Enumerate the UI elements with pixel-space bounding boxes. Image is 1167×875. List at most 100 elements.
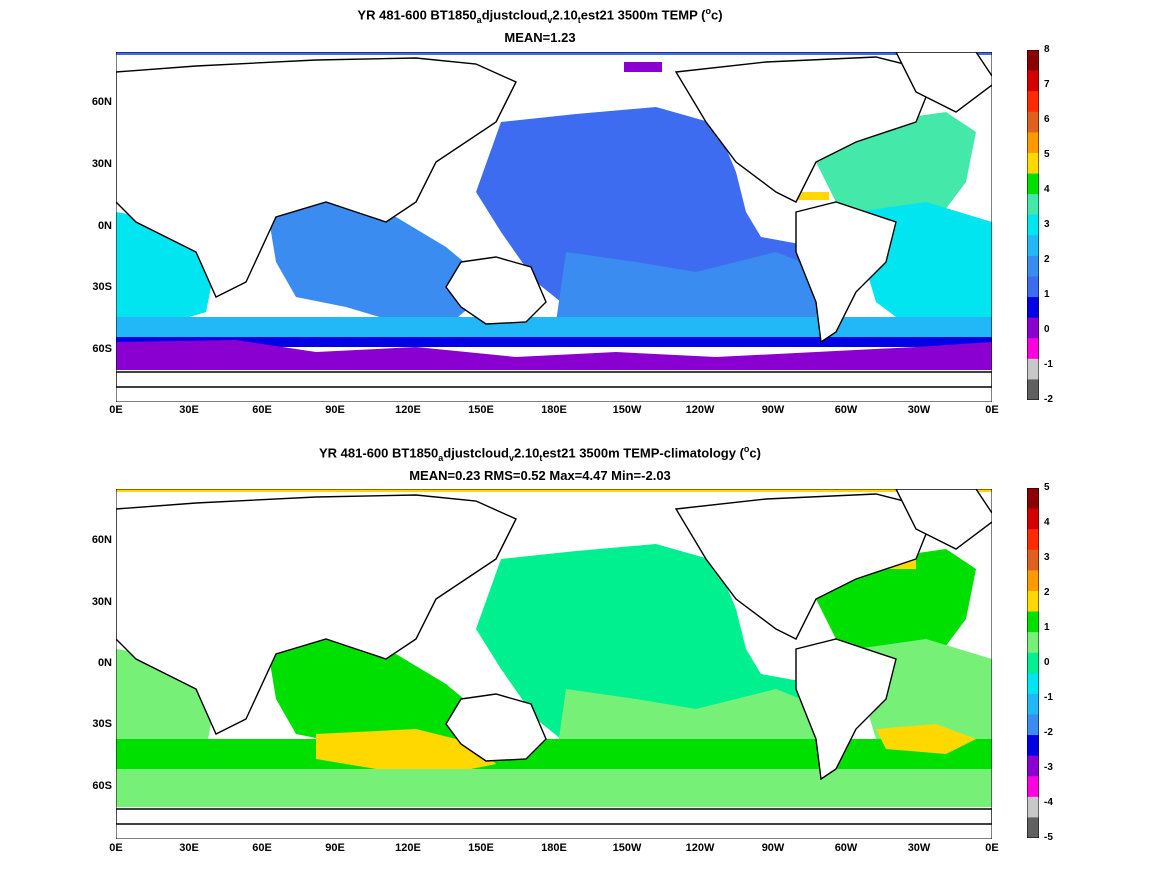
land-masses — [116, 489, 992, 825]
colorbar-swatch — [1027, 508, 1039, 530]
colorbar-swatch — [1027, 50, 1039, 72]
australia — [445, 256, 547, 325]
colorbar-label: 5 — [1044, 149, 1050, 160]
eurasia-africa — [116, 494, 517, 735]
land-masses — [116, 52, 992, 388]
colorbar-swatch — [1027, 590, 1039, 613]
colorbar-swatch — [1027, 297, 1039, 319]
colorbar-swatch — [1027, 70, 1039, 92]
panel2-lat-label: 0N — [97, 657, 112, 669]
panel2-lat-label: 30N — [91, 596, 112, 608]
eurasia-africa — [116, 57, 517, 298]
colorbar-label: 2 — [1044, 587, 1050, 598]
lon-label: 180E — [541, 842, 567, 854]
south-america — [795, 638, 897, 781]
colorbar-swatch — [1027, 529, 1039, 551]
indian-ocean-water — [266, 197, 476, 327]
colorbar-label: 4 — [1044, 184, 1050, 195]
lon-label: 90W — [761, 404, 785, 416]
colorbar-swatch — [1027, 796, 1039, 818]
colorbar-swatch — [1027, 338, 1039, 360]
colorbar-swatch — [1027, 317, 1039, 339]
caribbean-patch — [794, 192, 829, 200]
colorbar-swatch — [1027, 173, 1039, 195]
lon-label: 30W — [907, 842, 931, 854]
lon-label: 180E — [541, 404, 567, 416]
colorbar-swatch — [1027, 214, 1039, 236]
colorbar-swatch — [1027, 235, 1039, 257]
colorbar-label: 1 — [1044, 622, 1050, 633]
australia — [445, 693, 547, 762]
panel1-lat-label: 0N — [97, 220, 112, 232]
panel2-map — [116, 489, 992, 839]
lon-label: 150E — [468, 842, 494, 854]
colorbar-swatch — [1027, 652, 1039, 674]
panel1-title: YR 481-600 BT1850adjustcloudv2.10test21 … — [357, 6, 723, 25]
lon-label: 150E — [468, 404, 494, 416]
lon-label: 60E — [252, 842, 272, 854]
panel2-colorbar — [1027, 488, 1039, 838]
lon-label: 150W — [612, 404, 642, 416]
south-america — [795, 201, 897, 344]
colorbar-swatch — [1027, 673, 1039, 695]
colorbar-swatch — [1027, 570, 1039, 592]
panel1-lat-label: 60N — [91, 96, 112, 108]
colorbar-label: 6 — [1044, 114, 1050, 125]
colorbar-swatch — [1027, 132, 1039, 154]
colorbar-label: 4 — [1044, 517, 1050, 528]
colorbar-swatch — [1027, 379, 1039, 400]
arctic-strip — [116, 489, 992, 492]
panel1-stats: MEAN=1.23 — [504, 30, 576, 45]
north-america — [674, 493, 937, 640]
colorbar-swatch — [1027, 735, 1039, 757]
colorbar-swatch — [1027, 755, 1039, 777]
colorbar-swatch — [1027, 276, 1039, 298]
panel1-lat-label: 30S — [92, 281, 112, 293]
colorbar-label: -1 — [1044, 692, 1053, 703]
panel1-lat-label: 30N — [91, 158, 112, 170]
lon-label: 90E — [325, 404, 345, 416]
colorbar-swatch — [1027, 776, 1039, 798]
lon-label: 30E — [179, 842, 199, 854]
colorbar-label: 3 — [1044, 552, 1050, 563]
colorbar-label: -4 — [1044, 797, 1053, 808]
colorbar-label: 7 — [1044, 79, 1050, 90]
panel2-stats: MEAN=0.23 RMS=0.52 Max=4.47 Min=-2.03 — [409, 468, 671, 483]
colorbar-swatch — [1027, 549, 1039, 571]
colorbar-swatch — [1027, 693, 1039, 715]
lon-label: 0E — [985, 404, 999, 416]
panel2-lat-label: 30S — [92, 718, 112, 730]
lon-label: 0E — [109, 404, 123, 416]
southern-band-1 — [116, 739, 992, 769]
colorbar-label: 1 — [1044, 289, 1050, 300]
colorbar-swatch — [1027, 632, 1039, 654]
yellow-anomaly-atlantic — [876, 724, 976, 754]
colorbar-label: 5 — [1044, 482, 1050, 493]
lon-label: 120E — [395, 404, 421, 416]
lon-label: 0E — [109, 842, 123, 854]
colorbar-swatch — [1027, 358, 1039, 380]
yellow-anomaly-indian — [316, 729, 496, 774]
colorbar-label: 3 — [1044, 219, 1050, 230]
colorbar-label: 0 — [1044, 657, 1050, 668]
arctic-strip — [116, 52, 992, 55]
lon-label: 30E — [179, 404, 199, 416]
antarctica — [116, 371, 992, 388]
lon-label: 120W — [685, 842, 715, 854]
lon-label: 60W — [834, 842, 858, 854]
colorbar-swatch — [1027, 194, 1039, 216]
colorbar-label: -3 — [1044, 762, 1053, 773]
lon-label: 120W — [685, 404, 715, 416]
colorbar-swatch — [1027, 817, 1039, 838]
colorbar-label: 8 — [1044, 44, 1050, 55]
antarctic-water — [116, 769, 992, 807]
colorbar-label: 0 — [1044, 324, 1050, 335]
colorbar-swatch — [1027, 255, 1039, 277]
panel2-lat-label: 60S — [92, 780, 112, 792]
colorbar-swatch — [1027, 488, 1039, 510]
colorbar-label: -5 — [1044, 832, 1053, 843]
colorbar-swatch — [1027, 611, 1039, 633]
lon-label: 60E — [252, 404, 272, 416]
colorbar-label: -2 — [1044, 727, 1053, 738]
greenland — [895, 52, 992, 113]
